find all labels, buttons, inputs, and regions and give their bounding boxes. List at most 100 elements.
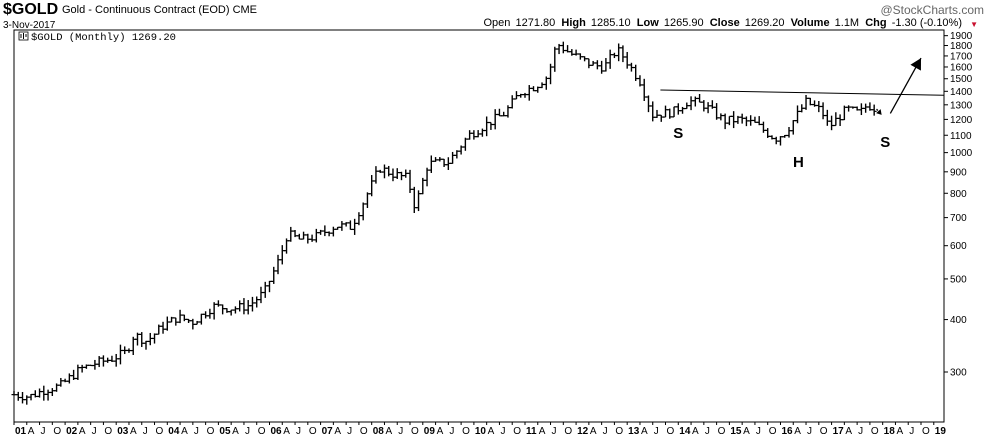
x-tick-label: J xyxy=(654,426,659,437)
x-tick-label: A xyxy=(334,426,341,437)
x-tick-label: 03 xyxy=(117,426,129,437)
pattern-label: H xyxy=(793,154,804,171)
x-tick-label: O xyxy=(156,426,164,437)
x-tick-label: O xyxy=(104,426,112,437)
x-tick-label: O xyxy=(53,426,61,437)
open-label: Open xyxy=(483,17,511,29)
y-tick-label: 400 xyxy=(950,315,967,326)
x-tick-label: J xyxy=(296,426,301,437)
x-tick-label: 02 xyxy=(66,426,78,437)
low-label: Low xyxy=(636,17,659,29)
chg-value: -1.30 (-0.10%) xyxy=(891,17,962,29)
x-tick-label: A xyxy=(845,426,852,437)
x-tick-label: 19 xyxy=(935,426,947,437)
x-tick-label: 10 xyxy=(475,426,487,437)
x-tick-label: J xyxy=(194,426,199,437)
x-tick-label: A xyxy=(539,426,546,437)
x-tick-label: 17 xyxy=(833,426,845,437)
x-tick-label: J xyxy=(347,426,352,437)
x-tick-label: A xyxy=(232,426,239,437)
x-tick-label: A xyxy=(437,426,444,437)
arrowhead-icon xyxy=(910,58,922,71)
exchange-text: CME xyxy=(232,4,258,16)
x-tick-label: J xyxy=(92,426,97,437)
x-tick-label: O xyxy=(871,426,879,437)
neckline xyxy=(660,89,945,96)
x-tick-label: O xyxy=(462,426,470,437)
close-value: 1269.20 xyxy=(744,17,785,29)
x-tick-label: O xyxy=(615,426,623,437)
x-tick-label: O xyxy=(411,426,419,437)
x-tick-label: A xyxy=(896,426,903,437)
x-tick-label: 05 xyxy=(219,426,231,437)
pattern-overlay: S H S xyxy=(660,57,945,171)
y-tick-label: 1600 xyxy=(950,62,973,73)
x-tick-label: A xyxy=(743,426,750,437)
y-tick-label: 900 xyxy=(950,167,967,178)
y-tick-label: 300 xyxy=(950,367,967,378)
x-tick-label: J xyxy=(756,426,761,437)
x-tick-label: A xyxy=(488,426,495,437)
x-tick-label: O xyxy=(769,426,777,437)
y-tick-label: 1400 xyxy=(950,87,973,98)
x-tick-label: J xyxy=(449,426,454,437)
x-tick-label: J xyxy=(245,426,250,437)
brand-logo[interactable]: @StockCharts.com xyxy=(880,3,984,17)
x-tick-label: J xyxy=(398,426,403,437)
x-tick-label: O xyxy=(564,426,572,437)
x-tick-label: O xyxy=(820,426,828,437)
symbol-title: $GOLD xyxy=(3,1,59,18)
x-tick-label: 06 xyxy=(270,426,282,437)
x-tick-label: J xyxy=(552,426,557,437)
x-tick-label: O xyxy=(258,426,266,437)
x-tick-label: J xyxy=(909,426,914,437)
y-axis: 300 400 500 600 700 800 900 1000 1100 1200 1300 140… xyxy=(944,31,973,378)
x-tick-label: J xyxy=(603,426,608,437)
chart-date: 3-Nov-2017 xyxy=(3,20,56,31)
x-axis: 01 A J O 02 A J O 03 A J O 04 A J O 05 A J O 06 A J O 07 A J O 08 A J O… xyxy=(13,422,947,437)
y-tick-label: 1900 xyxy=(950,31,973,42)
chart-legend: $GOLD (Monthly) 1269.20 xyxy=(18,31,176,44)
x-tick-label: O xyxy=(513,426,521,437)
x-tick-label: A xyxy=(130,426,137,437)
x-tick-label: J xyxy=(143,426,148,437)
x-tick-label: A xyxy=(283,426,290,437)
volume-label: Volume xyxy=(790,17,830,29)
x-tick-label: O xyxy=(718,426,726,437)
plot-frame xyxy=(13,29,945,423)
x-tick-label: A xyxy=(79,426,86,437)
x-tick-label: J xyxy=(858,426,863,437)
x-tick-label: 01 xyxy=(15,426,27,437)
y-tick-label: 700 xyxy=(950,213,967,224)
x-tick-label: J xyxy=(705,426,710,437)
y-tick-label: 500 xyxy=(950,274,967,285)
y-tick-label: 1000 xyxy=(950,148,973,159)
close-label: Close xyxy=(709,17,740,29)
y-tick-label: 800 xyxy=(950,189,967,200)
high-value: 1285.10 xyxy=(590,17,631,29)
x-tick-label: 18 xyxy=(884,426,896,437)
x-tick-label: A xyxy=(181,426,188,437)
y-tick-label: 1700 xyxy=(950,51,973,62)
legend-text: $GOLD (Monthly) 1269.20 xyxy=(31,32,176,44)
quote-summary: Open 1271.80 High 1285.10 Low 1265.90 Cl… xyxy=(482,17,963,29)
x-tick-label: J xyxy=(807,426,812,437)
dotted-arrow xyxy=(876,108,883,116)
small-arrowhead-icon xyxy=(876,109,882,115)
x-tick-label: O xyxy=(207,426,215,437)
y-tick-label: 1300 xyxy=(950,100,973,111)
down-triangle-icon: ▼ xyxy=(970,20,978,29)
y-tick-label: 1100 xyxy=(950,131,972,142)
x-tick-label: 16 xyxy=(781,426,793,437)
x-tick-label: O xyxy=(309,426,317,437)
open-value: 1271.80 xyxy=(515,17,556,29)
x-tick-label: O xyxy=(667,426,675,437)
y-tick-label: 1500 xyxy=(950,74,973,85)
x-tick-label: 08 xyxy=(373,426,385,437)
y-tick-label: 1800 xyxy=(950,41,973,52)
volume-value: 1.1M xyxy=(834,17,860,29)
symbol-description: Gold - Continuous Contract (EOD) CME xyxy=(62,4,257,16)
x-tick-label: 11 xyxy=(526,426,537,437)
low-value: 1265.90 xyxy=(663,17,704,29)
x-tick-label: A xyxy=(794,426,801,437)
